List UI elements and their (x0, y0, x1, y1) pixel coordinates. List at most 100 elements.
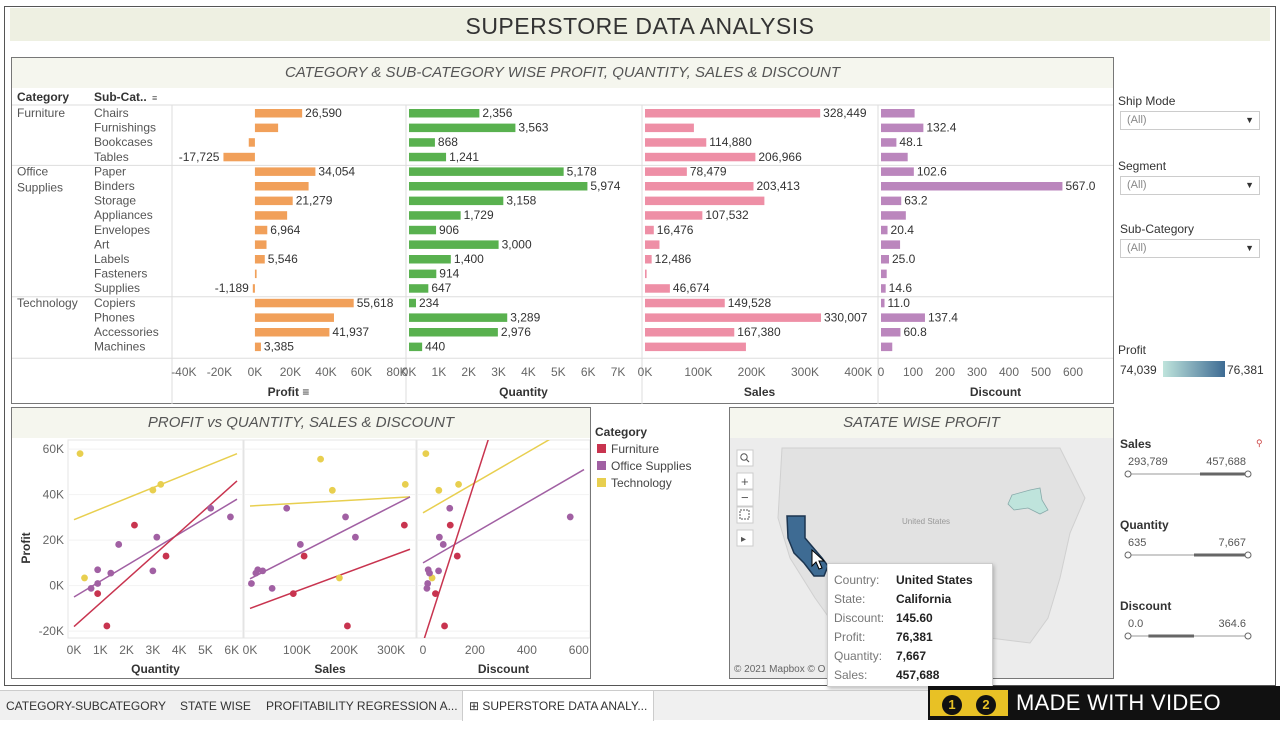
bar-label[interactable]: 3,158 (506, 194, 536, 208)
legend-item[interactable]: Office Supplies (611, 459, 692, 473)
bar-discount[interactable] (881, 182, 1063, 191)
bar-label[interactable]: 14.6 (889, 281, 913, 295)
bar-sales[interactable] (645, 328, 735, 337)
bar-label[interactable]: 5,178 (567, 164, 597, 178)
scatter-point[interactable] (296, 541, 304, 548)
bar-label[interactable]: 11.0 (888, 296, 911, 310)
map-search-button[interactable] (736, 449, 754, 467)
bar-label[interactable]: 114,880 (709, 135, 752, 149)
scatter-point[interactable] (432, 590, 439, 598)
scatter-point[interactable] (400, 521, 408, 529)
tab-state-wise[interactable]: STATE WISE (180, 699, 251, 713)
bar-quantity[interactable] (409, 328, 498, 337)
bar-quantity[interactable] (409, 225, 437, 235)
bar-label[interactable]: 914 (439, 267, 459, 281)
expand-button[interactable] (736, 529, 754, 547)
scatter-point[interactable] (259, 567, 267, 575)
bar-discount[interactable] (881, 313, 925, 322)
bar-quantity[interactable] (409, 211, 461, 220)
scatter-point[interactable] (162, 552, 170, 560)
bar-label[interactable]: 132.4 (926, 121, 956, 135)
scatter-point[interactable] (439, 541, 447, 548)
bar-label[interactable]: 868 (438, 135, 458, 149)
bar-sales[interactable] (645, 313, 822, 322)
scatter-point[interactable] (283, 504, 291, 512)
scatter-point[interactable] (401, 480, 409, 488)
bar-discount[interactable] (881, 123, 924, 133)
bar-discount[interactable] (881, 152, 908, 162)
scatter-point[interactable] (94, 590, 102, 598)
scatter-point[interactable] (328, 486, 336, 494)
legend-item[interactable]: Technology (611, 476, 672, 490)
bar-label[interactable]: 107,532 (705, 208, 749, 222)
bar-quantity[interactable] (409, 196, 504, 206)
bar-label[interactable]: 34,054 (318, 164, 355, 178)
bar-label[interactable]: 906 (439, 223, 459, 237)
bar-profit[interactable] (254, 182, 309, 191)
scatter-point[interactable] (446, 504, 454, 512)
bar-sales[interactable] (645, 342, 746, 352)
bar-sales[interactable] (645, 123, 694, 133)
bar-quantity[interactable] (409, 182, 588, 191)
scatter-point[interactable] (435, 567, 442, 575)
bar-label[interactable]: 3,289 (510, 310, 540, 324)
bar-label[interactable]: 149,528 (728, 296, 772, 310)
scatter-point[interactable] (94, 580, 102, 587)
scatter-point[interactable] (446, 521, 454, 529)
zoom-out-button[interactable] (736, 489, 754, 507)
bar-label[interactable]: -17,725 (179, 150, 220, 164)
bar-quantity[interactable] (409, 138, 435, 147)
bar-sales[interactable] (645, 284, 670, 293)
bar-quantity[interactable] (409, 109, 480, 118)
bar-label[interactable]: 5,546 (268, 252, 298, 266)
bar-quantity[interactable] (409, 123, 516, 133)
bar-label[interactable]: 12,486 (655, 252, 692, 266)
segment-dropdown[interactable]: (All) ▼ (1120, 176, 1260, 195)
bar-discount[interactable] (881, 167, 914, 176)
bar-label[interactable]: 234 (419, 296, 439, 310)
bar-label[interactable]: 2,356 (482, 106, 512, 120)
scatter-point[interactable] (566, 513, 574, 521)
scatter-point[interactable] (289, 590, 297, 598)
tab-category-subcategory[interactable]: CATEGORY-SUBCATEGORY (6, 699, 167, 713)
bar-quantity[interactable] (409, 298, 416, 308)
bar-profit[interactable] (254, 123, 279, 133)
bar-profit[interactable] (254, 313, 334, 322)
bar-label[interactable]: 167,380 (737, 325, 781, 339)
bar-sales[interactable] (645, 182, 754, 191)
bar-label[interactable]: 1,241 (449, 150, 479, 164)
bar-quantity[interactable] (409, 284, 429, 293)
bar-discount[interactable] (881, 225, 888, 235)
scatter-point[interactable] (342, 513, 349, 521)
bar-profit[interactable] (254, 225, 268, 235)
bar-label[interactable]: 102.6 (917, 164, 947, 178)
bar-label[interactable]: 60.8 (903, 325, 927, 339)
scatter-point[interactable] (103, 622, 111, 630)
bar-label[interactable]: 48.1 (899, 135, 923, 149)
scatter-point[interactable] (87, 584, 95, 592)
bar-quantity[interactable] (409, 255, 451, 264)
bar-label[interactable]: 647 (431, 281, 451, 295)
bar-discount[interactable] (881, 342, 893, 352)
bar-sales[interactable] (645, 255, 652, 264)
bar-profit[interactable] (223, 152, 255, 162)
slider-handle[interactable] (1244, 632, 1252, 640)
bar-label[interactable]: 137.4 (928, 310, 958, 324)
category-bar-chart[interactable]: Category Sub-Cat.. ≡ Furniture ChairsFurnish… (12, 88, 1113, 404)
scatter-point[interactable] (352, 533, 359, 541)
state-new-york[interactable] (1007, 487, 1049, 515)
bar-sales[interactable] (645, 240, 660, 249)
bar-discount[interactable] (881, 284, 886, 293)
bar-discount[interactable] (881, 196, 902, 206)
bar-label[interactable]: -1,189 (215, 281, 249, 295)
bar-label[interactable]: 328,449 (823, 106, 867, 120)
bar-sales[interactable] (645, 138, 707, 147)
scatter-point[interactable] (300, 552, 308, 560)
bar-discount[interactable] (881, 328, 901, 337)
zoom-in-button[interactable] (736, 472, 754, 490)
scatter-point[interactable] (107, 569, 115, 577)
bar-sales[interactable] (645, 211, 703, 220)
scatter-point[interactable] (248, 580, 255, 587)
bar-label[interactable]: 203,413 (756, 179, 800, 193)
bar-profit[interactable] (254, 211, 288, 220)
